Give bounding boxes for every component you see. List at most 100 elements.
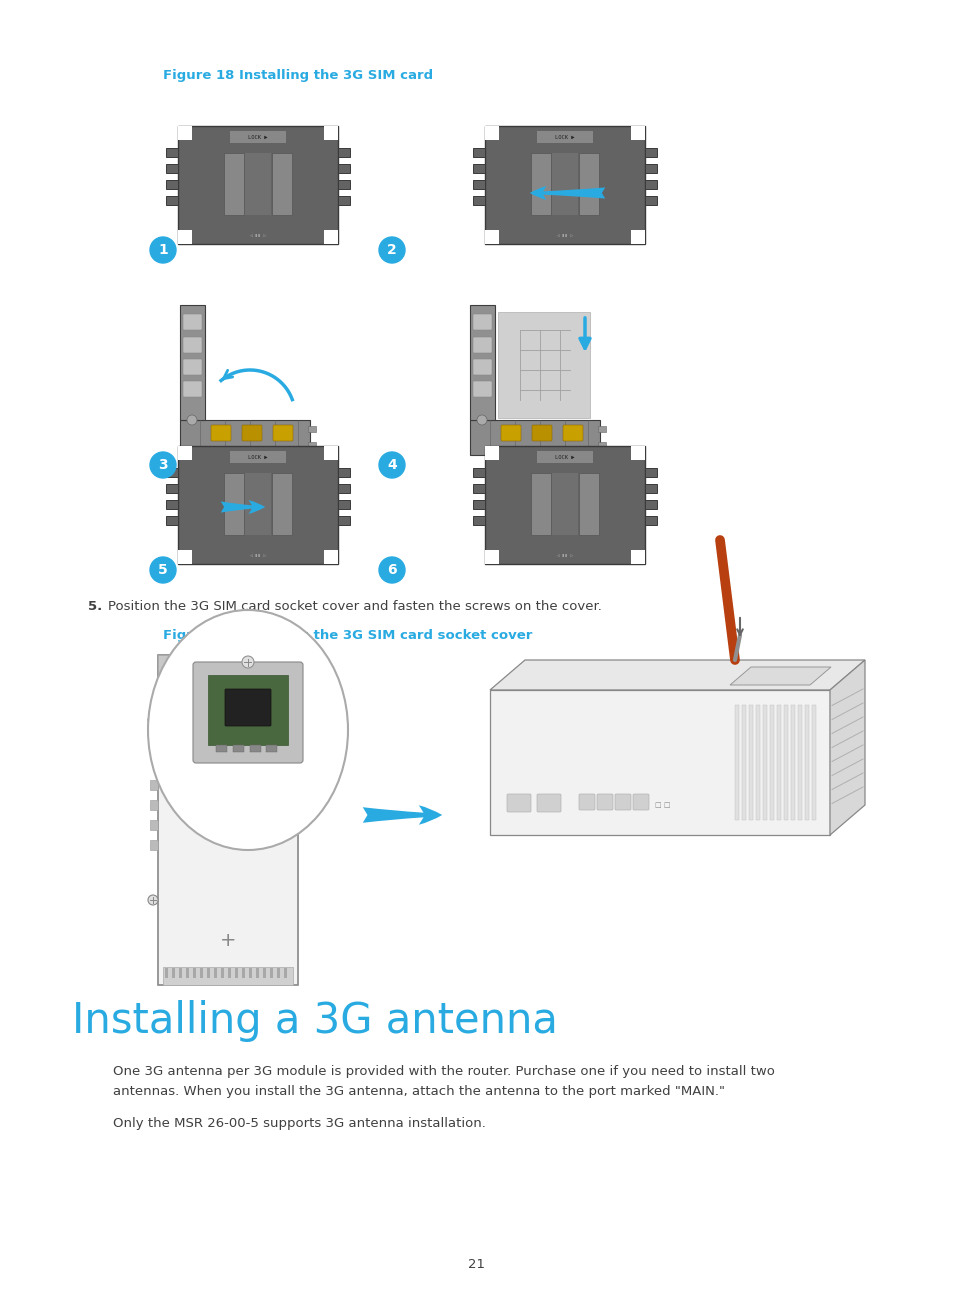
Bar: [473, 500, 484, 509]
Bar: [337, 196, 350, 205]
Bar: [531, 153, 551, 215]
Text: LOCK ▶: LOCK ▶: [248, 135, 268, 140]
Bar: [790, 705, 794, 820]
Bar: [578, 473, 598, 535]
Bar: [473, 468, 484, 477]
Bar: [783, 705, 787, 820]
Bar: [598, 442, 605, 448]
Polygon shape: [497, 312, 589, 419]
Bar: [166, 196, 178, 205]
Bar: [552, 153, 578, 215]
Bar: [337, 165, 350, 172]
Bar: [804, 705, 808, 820]
Bar: [748, 705, 752, 820]
Bar: [150, 840, 158, 850]
FancyBboxPatch shape: [242, 425, 262, 441]
Text: Position the 3G SIM card socket cover and fasten the screws on the cover.: Position the 3G SIM card socket cover an…: [108, 600, 601, 613]
Bar: [245, 153, 271, 215]
Bar: [249, 968, 252, 978]
FancyBboxPatch shape: [473, 337, 492, 353]
Bar: [166, 180, 178, 189]
Polygon shape: [470, 305, 495, 420]
Bar: [473, 483, 484, 492]
Text: Figure 18 Installing the 3G SIM card: Figure 18 Installing the 3G SIM card: [163, 69, 433, 82]
FancyBboxPatch shape: [562, 425, 582, 441]
Text: ◁ ▮▮ ▷: ◁ ▮▮ ▷: [249, 233, 266, 238]
Bar: [473, 196, 484, 205]
Text: One 3G antenna per 3G module is provided with the router. Purchase one if you ne: One 3G antenna per 3G module is provided…: [112, 1065, 774, 1078]
FancyBboxPatch shape: [183, 381, 202, 397]
FancyBboxPatch shape: [537, 794, 560, 813]
Bar: [228, 968, 231, 978]
Bar: [272, 153, 292, 215]
FancyBboxPatch shape: [633, 794, 648, 810]
Ellipse shape: [148, 610, 348, 850]
Bar: [578, 153, 598, 215]
FancyBboxPatch shape: [225, 689, 271, 726]
FancyArrowPatch shape: [220, 500, 265, 515]
Bar: [484, 126, 498, 140]
Text: ·: ·: [261, 805, 265, 815]
FancyArrowPatch shape: [529, 187, 604, 200]
Text: +: +: [219, 931, 236, 950]
Bar: [150, 820, 158, 829]
Bar: [200, 968, 203, 978]
Text: ◁ ▮▮ ▷: ◁ ▮▮ ▷: [556, 233, 573, 238]
Bar: [598, 426, 605, 432]
Bar: [250, 745, 261, 752]
Bar: [337, 180, 350, 189]
Bar: [166, 148, 178, 157]
Bar: [215, 745, 227, 752]
Text: Installing a 3G antenna: Installing a 3G antenna: [71, 1001, 558, 1042]
Bar: [166, 500, 178, 509]
Circle shape: [378, 452, 405, 478]
Bar: [484, 229, 498, 244]
Bar: [230, 451, 286, 463]
Bar: [644, 180, 657, 189]
Circle shape: [150, 237, 175, 263]
Bar: [179, 968, 182, 978]
Bar: [630, 550, 644, 564]
Bar: [644, 196, 657, 205]
Bar: [263, 968, 266, 978]
Text: 5: 5: [158, 562, 168, 577]
Bar: [324, 126, 337, 140]
Text: LOCK ▶: LOCK ▶: [555, 135, 574, 140]
Bar: [755, 705, 760, 820]
Bar: [284, 968, 287, 978]
FancyBboxPatch shape: [473, 314, 492, 330]
Text: 2: 2: [387, 244, 396, 257]
Bar: [245, 473, 271, 535]
FancyBboxPatch shape: [473, 359, 492, 375]
Text: ◁ ▮▮ ▷: ◁ ▮▮ ▷: [249, 553, 266, 559]
Bar: [644, 500, 657, 509]
FancyBboxPatch shape: [615, 794, 630, 810]
FancyBboxPatch shape: [158, 654, 297, 985]
Bar: [537, 131, 593, 143]
Bar: [165, 968, 168, 978]
Text: LOCK ▶: LOCK ▶: [555, 455, 574, 460]
Bar: [234, 968, 237, 978]
Circle shape: [476, 415, 486, 425]
Text: Figure 19 Installing the 3G SIM card socket cover: Figure 19 Installing the 3G SIM card soc…: [163, 629, 532, 642]
Bar: [566, 491, 584, 533]
Text: antennas. When you install the 3G antenna, attach the antenna to the port marked: antennas. When you install the 3G antenn…: [112, 1085, 724, 1098]
Bar: [233, 745, 244, 752]
FancyBboxPatch shape: [178, 126, 337, 244]
Bar: [490, 689, 829, 835]
FancyBboxPatch shape: [178, 446, 337, 564]
Bar: [473, 516, 484, 525]
Circle shape: [187, 415, 196, 425]
FancyBboxPatch shape: [597, 794, 613, 810]
Bar: [266, 745, 276, 752]
Text: ◁ ▮▮ ▷: ◁ ▮▮ ▷: [556, 553, 573, 559]
Bar: [200, 464, 315, 552]
Bar: [337, 148, 350, 157]
Bar: [272, 473, 292, 535]
Bar: [224, 153, 244, 215]
Bar: [150, 780, 158, 791]
Bar: [484, 550, 498, 564]
Circle shape: [150, 452, 175, 478]
Bar: [324, 550, 337, 564]
Bar: [811, 705, 815, 820]
